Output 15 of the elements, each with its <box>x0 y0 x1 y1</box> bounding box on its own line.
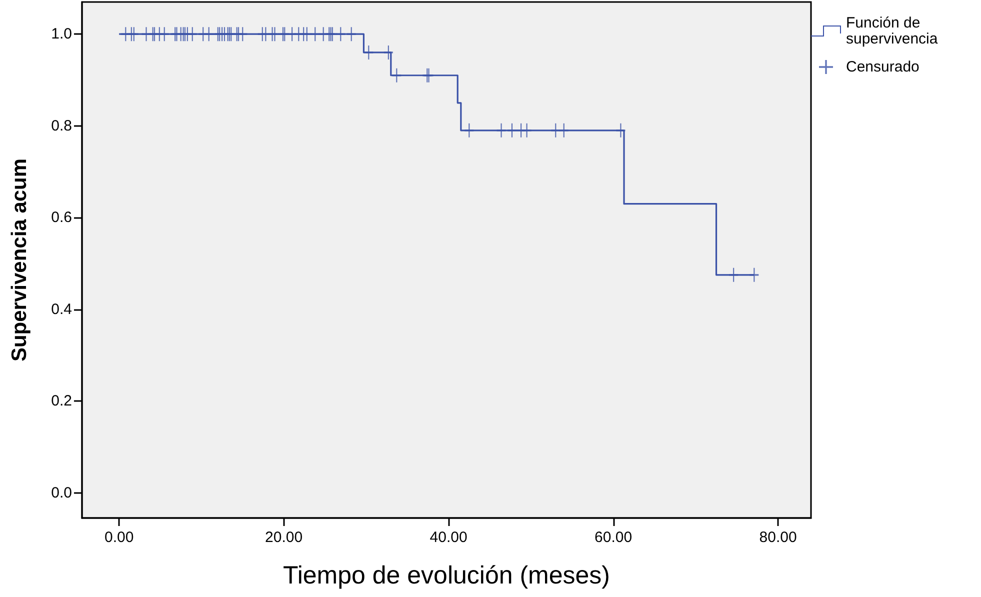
x-tick-label: 0.00 <box>104 529 134 546</box>
y-tick-label: 0.4 <box>51 300 72 318</box>
y-tick-label: 0.0 <box>51 484 72 502</box>
y-tick-label: 0.8 <box>51 117 72 134</box>
y-tick-label: 1.0 <box>51 26 72 43</box>
x-tick-label: 20.00 <box>265 529 303 546</box>
x-tick-label: 40.00 <box>430 529 468 546</box>
legend-label: Censurado <box>846 58 920 76</box>
y-tick-label: 0.2 <box>51 392 72 410</box>
x-tick-label: 60.00 <box>594 529 632 546</box>
legend-label: Función de supervivencia <box>846 14 938 48</box>
x-tick-label: 80.00 <box>759 529 797 546</box>
x-axis-title: Tiempo de evolución (meses) <box>283 562 610 590</box>
y-tick-label: 0.6 <box>51 209 72 226</box>
y-axis-title: Supervivencia acum <box>8 158 31 362</box>
